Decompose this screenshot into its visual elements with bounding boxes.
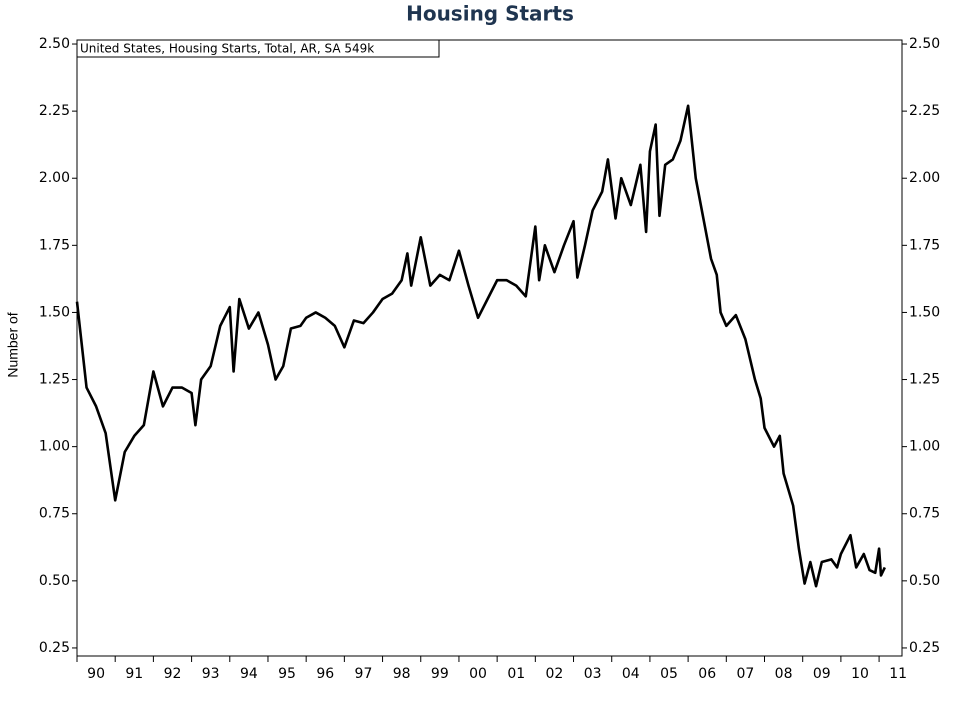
- y-tick-label: 2.25: [39, 103, 70, 119]
- y-tick-label: 1.50: [39, 304, 70, 320]
- data-line: [75, 104, 886, 588]
- x-tick-label: 92: [164, 666, 182, 682]
- x-tick-label: 04: [622, 666, 640, 682]
- y-tick-label: 2.00: [39, 170, 70, 186]
- x-tick-label: 98: [393, 666, 411, 682]
- y-tick-label: 1.00: [39, 439, 70, 455]
- x-tick-label: 06: [698, 666, 716, 682]
- y-tick-label: 0.75: [39, 506, 70, 522]
- x-tick-label: 11: [889, 666, 907, 682]
- x-tick-label: 93: [202, 666, 220, 682]
- y2-tick-label: 0.75: [909, 506, 940, 522]
- x-tick-label: 01: [507, 666, 525, 682]
- y2-tick-label: 0.50: [909, 573, 940, 589]
- x-tick-label: 02: [546, 666, 564, 682]
- y-tick-label: 2.50: [39, 36, 70, 52]
- y2-tick-label: 2.25: [909, 103, 940, 119]
- x-tick-label: 00: [469, 666, 487, 682]
- chart-title: Housing Starts: [406, 2, 574, 26]
- y2-tick-label: 1.25: [909, 372, 940, 388]
- y-axis-label: Number of: [5, 312, 21, 377]
- plot-frame: [76, 39, 903, 657]
- y2-tick-label: 2.00: [909, 170, 940, 186]
- x-tick-label: 05: [660, 666, 678, 682]
- x-tick-label: 95: [278, 666, 296, 682]
- x-tick-label: 96: [316, 666, 334, 682]
- y2-tick-label: 0.25: [909, 640, 940, 656]
- x-tick-label: 03: [584, 666, 602, 682]
- y2-tick-label: 1.50: [909, 304, 940, 320]
- x-tick-label: 07: [736, 666, 754, 682]
- y-tick-label: 1.25: [39, 372, 70, 388]
- legend-text: United States, Housing Starts, Total, AR…: [80, 42, 374, 56]
- x-tick-label: 99: [431, 666, 449, 682]
- y2-tick-label: 1.00: [909, 439, 940, 455]
- x-tick-label: 09: [813, 666, 831, 682]
- x-tick-label: 10: [851, 666, 869, 682]
- y2-tick-label: 2.50: [909, 36, 940, 52]
- y-tick-label: 0.50: [39, 573, 70, 589]
- y2-tick-label: 1.75: [909, 237, 940, 253]
- x-tick-label: 97: [355, 666, 373, 682]
- x-tick-label: 94: [240, 666, 258, 682]
- x-tick-label: 08: [775, 666, 793, 682]
- y-tick-label: 0.25: [39, 640, 70, 656]
- x-tick-label: 91: [125, 666, 143, 682]
- x-tick-label: 90: [87, 666, 105, 682]
- legend-box: [76, 39, 440, 58]
- y-tick-label: 1.75: [39, 237, 70, 253]
